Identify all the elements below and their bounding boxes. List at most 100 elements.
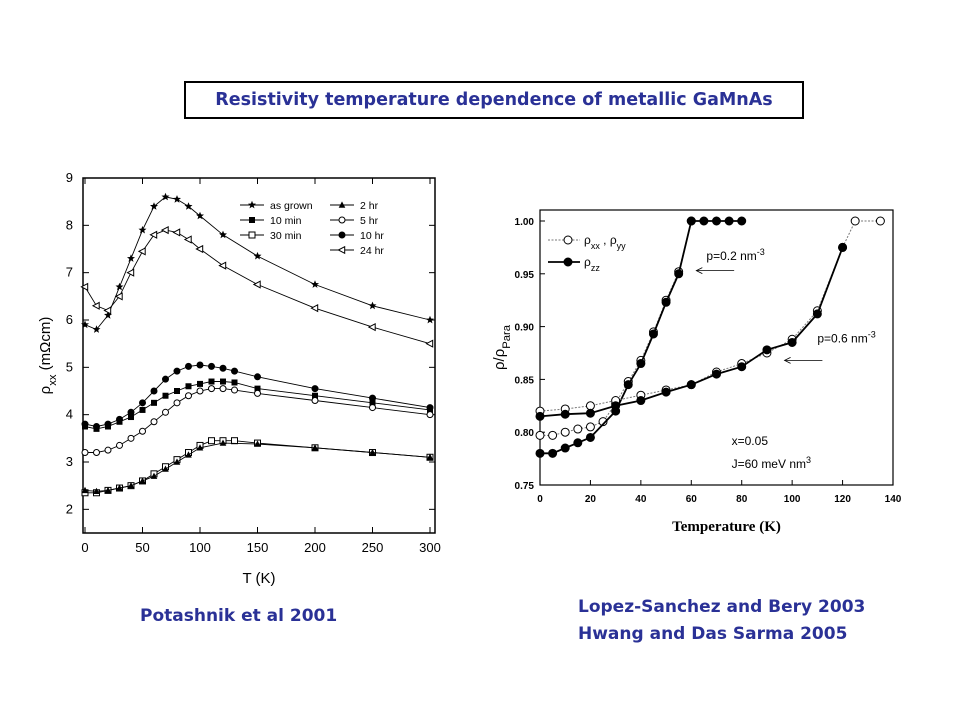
left-legend-label: 24 hr xyxy=(360,245,384,257)
left-data-point xyxy=(103,306,112,315)
left-data-point xyxy=(91,301,100,310)
left-data-point xyxy=(369,399,376,406)
left-data-point xyxy=(196,387,204,395)
left-data-point xyxy=(149,230,158,239)
right-y-axis-label-part: ρ/ρ xyxy=(491,349,508,370)
left-legend-marker xyxy=(337,245,346,255)
right-annotation-part: p=0.2 nm xyxy=(706,249,756,263)
left-data-point xyxy=(184,202,193,210)
left-data-point xyxy=(219,364,227,372)
left-data-point xyxy=(150,472,158,479)
left-legend-marker xyxy=(248,231,256,239)
left-data-point xyxy=(172,228,181,237)
left-data-point xyxy=(150,387,158,395)
right-y-tick-label: 0.75 xyxy=(515,481,535,492)
left-data-point xyxy=(312,392,318,399)
left-data-point xyxy=(116,415,123,423)
left-y-axis-label-part: ρ xyxy=(37,386,54,395)
right-data-point xyxy=(699,216,709,226)
right-data-point xyxy=(661,297,671,307)
left-data-point xyxy=(139,427,146,435)
left-data-point xyxy=(369,404,376,412)
right-annotation: x=0.05 xyxy=(732,434,769,448)
right-data-point xyxy=(585,401,595,411)
left-plot-frame xyxy=(82,177,436,534)
left-data-point xyxy=(426,315,434,324)
left-data-point xyxy=(311,396,319,404)
left-series-line xyxy=(84,196,431,331)
right-x-tick-label: 40 xyxy=(635,494,647,505)
right-data-point xyxy=(686,216,696,226)
left-data-point xyxy=(104,446,112,454)
left-data-point xyxy=(185,362,192,370)
left-data-point xyxy=(425,339,434,348)
left-data-point xyxy=(197,380,203,387)
right-x-tick-label: 140 xyxy=(885,494,902,505)
left-legend-label: 30 min xyxy=(270,230,302,242)
left-data-point xyxy=(104,486,112,494)
left-series-6 xyxy=(80,225,434,348)
right-annotation-part: 3 xyxy=(806,455,811,465)
left-data-point xyxy=(185,383,192,390)
left-data-point xyxy=(81,320,89,329)
left-data-point xyxy=(311,280,319,288)
left-series-line xyxy=(84,442,431,492)
right-data-point xyxy=(636,396,646,406)
left-legend-marker xyxy=(338,201,346,208)
right-y-tick-label: 1.00 xyxy=(515,217,535,228)
right-legend-label-part: xx xyxy=(591,241,601,251)
left-x-tick-label: 50 xyxy=(135,540,149,555)
left-data-point xyxy=(220,378,226,385)
right-data-point xyxy=(686,380,696,390)
right-data-point xyxy=(573,424,583,434)
left-data-point xyxy=(127,434,135,442)
left-y-tick-label: 2 xyxy=(66,501,73,516)
left-data-point xyxy=(311,385,319,393)
right-x-axis-label: Temperature (K) xyxy=(672,519,781,535)
left-data-point xyxy=(162,392,169,399)
left-legend-label: 2 hr xyxy=(360,200,379,212)
left-data-point xyxy=(93,449,100,457)
left-data-point xyxy=(160,225,169,235)
right-legend-label-part: ρ xyxy=(584,233,591,247)
right-data-point xyxy=(661,387,671,397)
right-data-point xyxy=(674,269,684,279)
left-data-point xyxy=(150,202,158,210)
right-data-point xyxy=(573,438,583,448)
left-data-point xyxy=(254,440,261,447)
right-series-line xyxy=(539,247,844,418)
left-data-point xyxy=(252,280,261,289)
title-box: Resistivity temperature dependence of me… xyxy=(184,81,804,119)
right-x-tick-label: 60 xyxy=(686,494,698,505)
left-data-point xyxy=(185,392,192,400)
left-data-point xyxy=(81,486,89,494)
right-data-point xyxy=(737,216,747,226)
left-data-point xyxy=(254,373,261,381)
left-data-point xyxy=(139,399,146,407)
left-x-tick-label: 100 xyxy=(189,540,211,555)
left-data-point xyxy=(426,411,434,419)
right-data-point xyxy=(598,417,608,427)
left-legend-label: 10 min xyxy=(270,215,302,227)
left-data-point xyxy=(254,389,261,397)
left-data-point xyxy=(126,268,135,277)
left-data-point xyxy=(369,394,376,402)
right-data-point xyxy=(548,448,558,458)
left-data-point xyxy=(219,439,227,446)
left-y-tick-label: 9 xyxy=(66,170,73,185)
left-data-point xyxy=(162,375,169,383)
right-data-point xyxy=(535,411,545,421)
left-data-point xyxy=(219,385,227,393)
left-data-point xyxy=(128,414,134,421)
right-legend-label-part: ρ xyxy=(584,255,591,269)
right-arrow-head xyxy=(695,267,703,274)
left-data-point xyxy=(104,420,112,428)
left-legend-marker xyxy=(249,217,255,223)
caption-left: Potashnik et al 2001 xyxy=(140,606,338,626)
right-annotations: p=0.2 nm-3p=0.6 nm-3x=0.05J=60 meV nm3 xyxy=(695,247,876,471)
left-series-0 xyxy=(81,192,434,333)
right-y-tick-label: 0.85 xyxy=(515,375,535,386)
right-data-point xyxy=(850,216,860,226)
caption-right-line2: Hwang and Das Sarma 2005 xyxy=(578,624,848,644)
